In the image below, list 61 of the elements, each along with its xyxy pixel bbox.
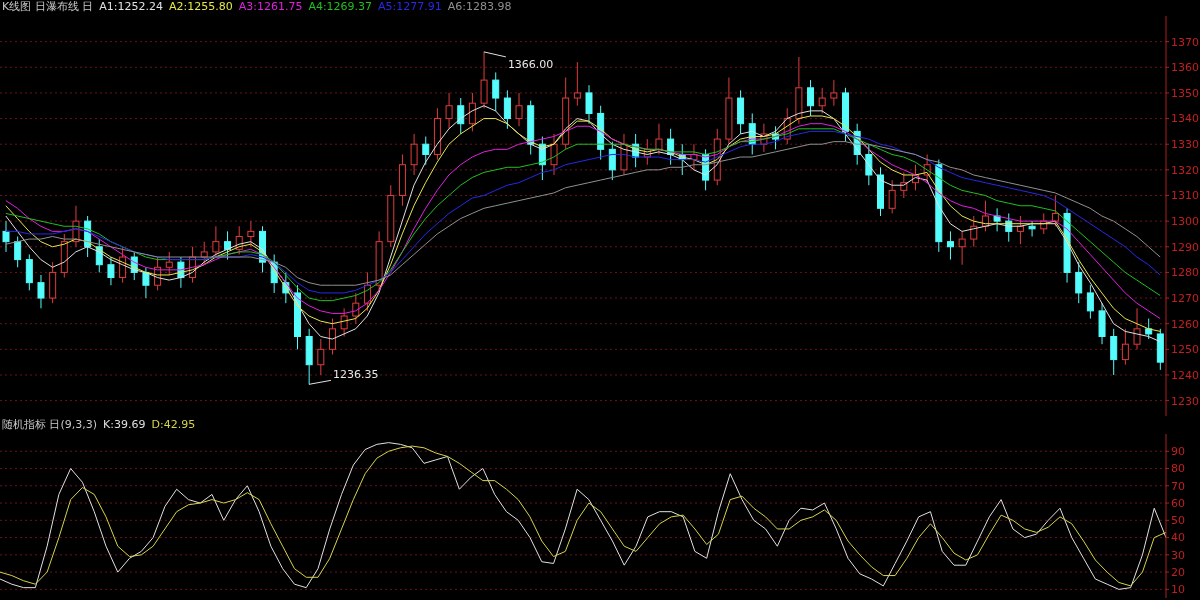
candlestick bbox=[398, 153, 406, 207]
y-tick-label: 50 bbox=[1171, 514, 1185, 528]
y-tick-label: 1330 bbox=[1171, 138, 1199, 152]
y-tick-label: 20 bbox=[1171, 566, 1185, 580]
y-tick-label: 1280 bbox=[1171, 266, 1199, 280]
y-tick-label: 1300 bbox=[1171, 215, 1199, 229]
candlestick bbox=[515, 92, 523, 127]
text: A5:1277.91 bbox=[378, 0, 442, 14]
y-tick-label: 1250 bbox=[1171, 343, 1199, 357]
candlestick bbox=[1121, 328, 1129, 366]
candlestick bbox=[410, 133, 418, 176]
candlestick bbox=[993, 207, 1001, 232]
candlestick bbox=[387, 184, 395, 248]
candlestick bbox=[958, 230, 966, 266]
y-tick-label: 10 bbox=[1171, 583, 1185, 597]
text: A2:1255.80 bbox=[168, 0, 233, 14]
y-tick-label: 70 bbox=[1171, 479, 1185, 493]
candlestick bbox=[946, 230, 954, 261]
y-tick-label: 1360 bbox=[1171, 61, 1199, 75]
y-tick-label: 1370 bbox=[1171, 35, 1199, 49]
y-tick-label: 1290 bbox=[1171, 240, 1199, 254]
annotation: 1366.00 bbox=[507, 57, 554, 71]
text: D:42.95 bbox=[151, 418, 196, 432]
candlestick bbox=[433, 107, 441, 161]
y-tick-label: 1230 bbox=[1171, 394, 1199, 408]
candlestick bbox=[1133, 307, 1141, 350]
candlestick bbox=[340, 307, 348, 338]
y-tick-label: 1310 bbox=[1171, 189, 1199, 203]
candlestick bbox=[725, 77, 733, 145]
y-tick-label: 1270 bbox=[1171, 291, 1199, 305]
text: A3:1261.75 bbox=[238, 0, 303, 14]
chart-title: 随机指标 日(9,3,3) bbox=[2, 418, 98, 432]
text: K:39.69 bbox=[103, 418, 146, 432]
candlestick bbox=[37, 274, 45, 309]
y-tick-label: 40 bbox=[1171, 531, 1185, 545]
candlestick bbox=[2, 220, 10, 253]
y-tick-label: 1350 bbox=[1171, 86, 1199, 100]
y-tick-label: 1320 bbox=[1171, 163, 1199, 177]
candlestick bbox=[585, 84, 593, 125]
candlestick bbox=[247, 220, 255, 248]
candlestick bbox=[795, 56, 803, 125]
candlestick bbox=[1028, 220, 1036, 238]
candlestick bbox=[830, 79, 838, 107]
candlestick bbox=[445, 92, 453, 130]
y-tick-label: 1340 bbox=[1171, 112, 1199, 126]
y-tick-label: 1260 bbox=[1171, 317, 1199, 331]
chart-title: K线图 日瀑布线 日 bbox=[2, 0, 94, 14]
candlestick bbox=[1098, 302, 1106, 345]
y-tick-label: 30 bbox=[1171, 548, 1185, 562]
candlestick bbox=[375, 230, 383, 291]
text: A1:1252.24 bbox=[99, 0, 163, 14]
text: A6:1283.98 bbox=[447, 0, 512, 14]
y-tick-label: 80 bbox=[1171, 462, 1185, 476]
candlestick bbox=[317, 338, 325, 376]
text: A4:1269.37 bbox=[308, 0, 373, 14]
y-tick-label: 60 bbox=[1171, 496, 1185, 510]
y-tick-label: 90 bbox=[1171, 445, 1185, 459]
candlestick bbox=[142, 266, 150, 299]
candlestick bbox=[107, 256, 115, 286]
y-tick-label: 1240 bbox=[1171, 368, 1199, 382]
annotation: 1236.35 bbox=[332, 368, 379, 382]
